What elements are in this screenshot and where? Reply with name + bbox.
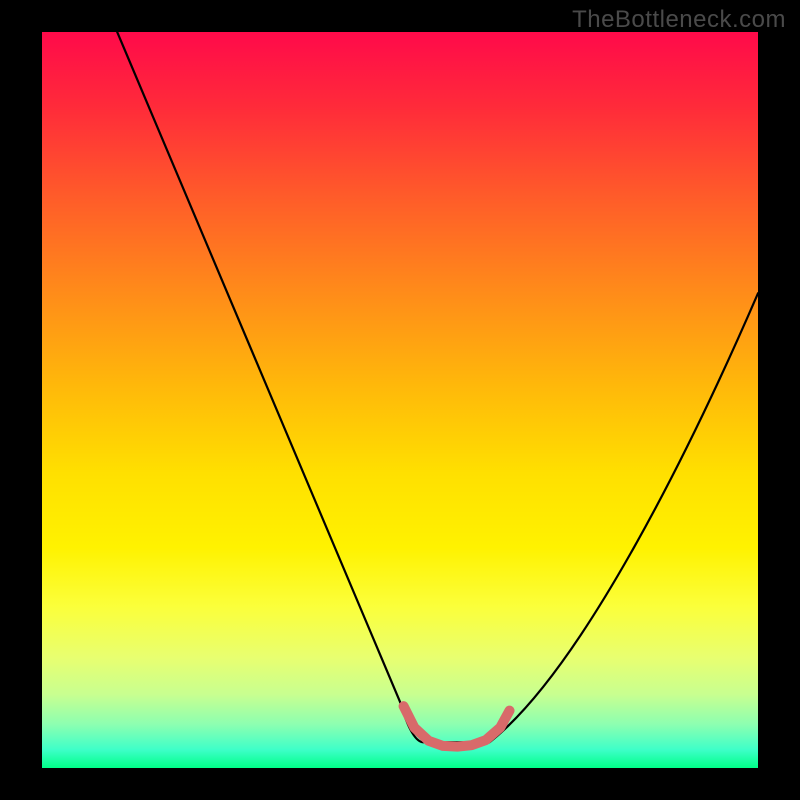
chart-plot-area [42, 32, 758, 768]
watermark-text: TheBottleneck.com [572, 6, 786, 34]
gradient-background [42, 32, 758, 768]
bottleneck-chart-svg [42, 32, 758, 768]
